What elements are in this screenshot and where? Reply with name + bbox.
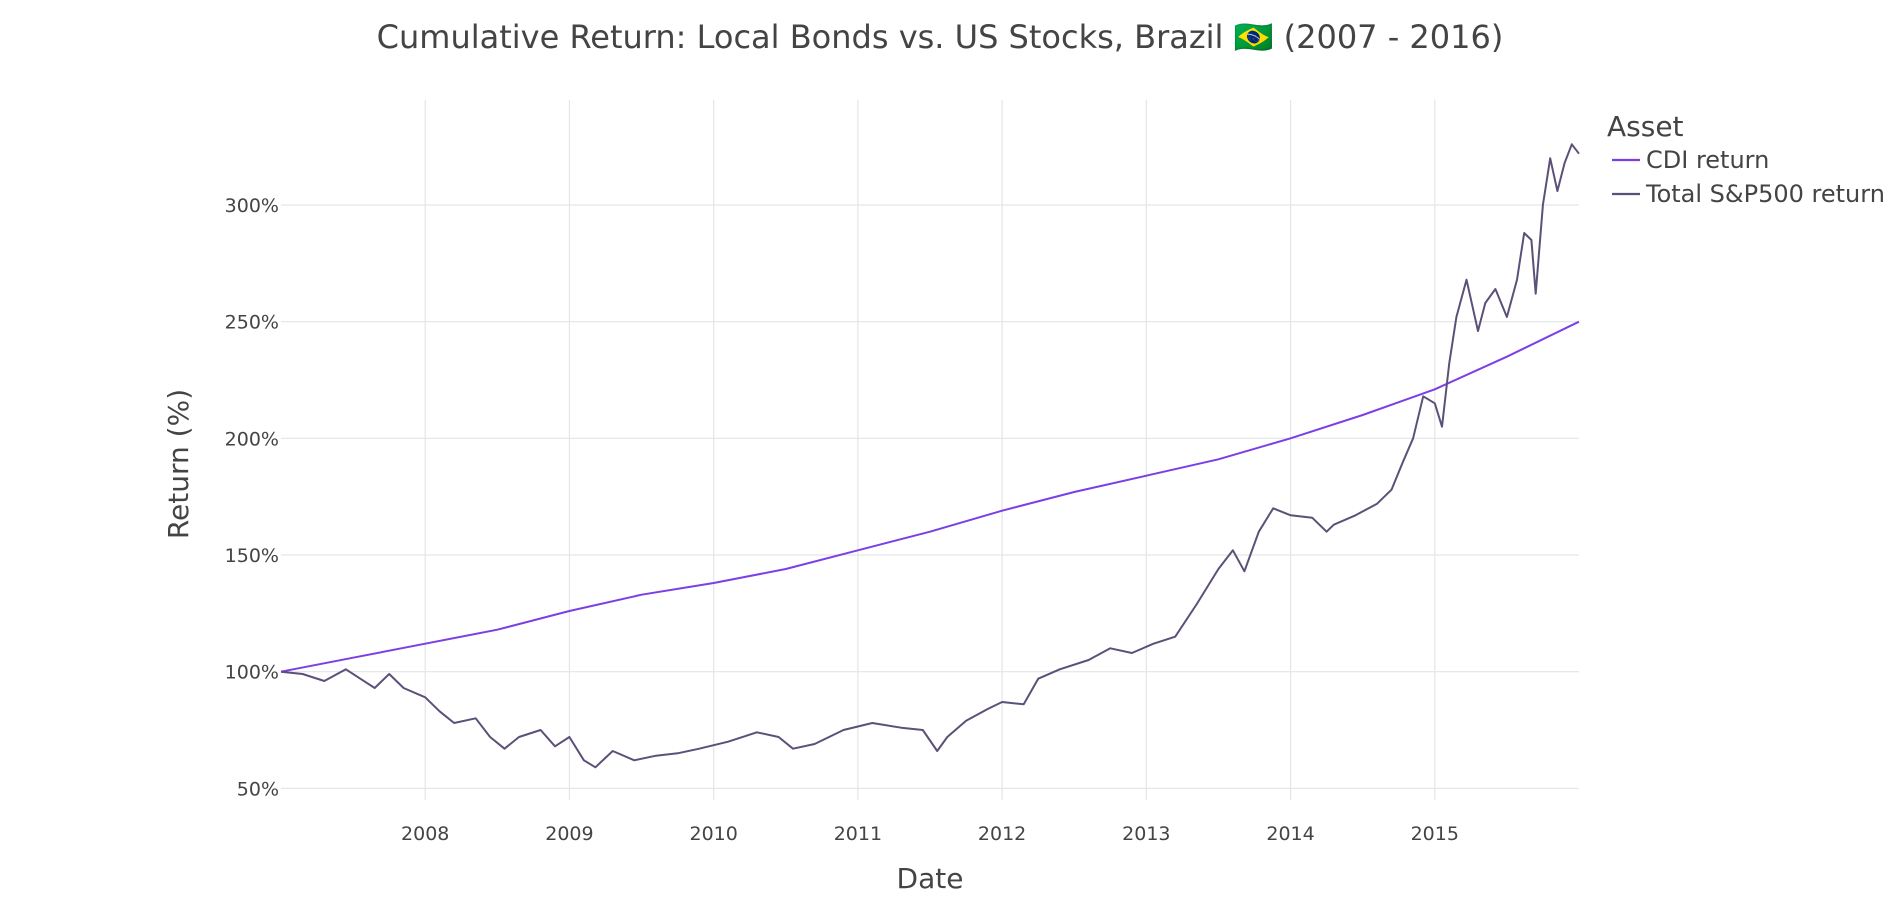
series-line-0 <box>280 320 1580 673</box>
series-layer <box>280 143 1580 769</box>
y-tick-label: 250% <box>225 312 279 334</box>
x-axis-title: Date <box>897 862 964 895</box>
y-tick-label: 300% <box>225 195 279 217</box>
x-tick-label: 2011 <box>834 823 882 845</box>
legend-item-label: CDI return <box>1646 146 1769 174</box>
y-tick-label: 50% <box>237 778 279 800</box>
chart-title: Cumulative Return: Local Bonds vs. US St… <box>377 18 1504 56</box>
y-axis-title: Return (%) <box>162 389 195 539</box>
x-tick-label: 2015 <box>1411 823 1459 845</box>
grid-layer <box>281 100 1579 800</box>
x-tick-label: 2014 <box>1266 823 1314 845</box>
legend: Asset CDI return Total S&P500 return <box>1607 110 1885 208</box>
y-tick-label: 150% <box>225 545 279 567</box>
x-tick-label: 2012 <box>978 823 1026 845</box>
x-tick-label: 2013 <box>1122 823 1170 845</box>
y-tick-label: 200% <box>225 428 279 450</box>
x-tick-label: 2010 <box>689 823 737 845</box>
x-tick-label: 2009 <box>545 823 593 845</box>
legend-title: Asset <box>1607 110 1684 143</box>
tick-layer: 2008 2009 2010 2011 2012 2013 2014 2015 50% 100% 1… <box>225 195 1459 845</box>
legend-item-label: Total S&P500 return <box>1645 180 1885 208</box>
x-tick-label: 2008 <box>401 823 449 845</box>
series-line-1 <box>280 143 1580 769</box>
y-tick-label: 100% <box>225 662 279 684</box>
